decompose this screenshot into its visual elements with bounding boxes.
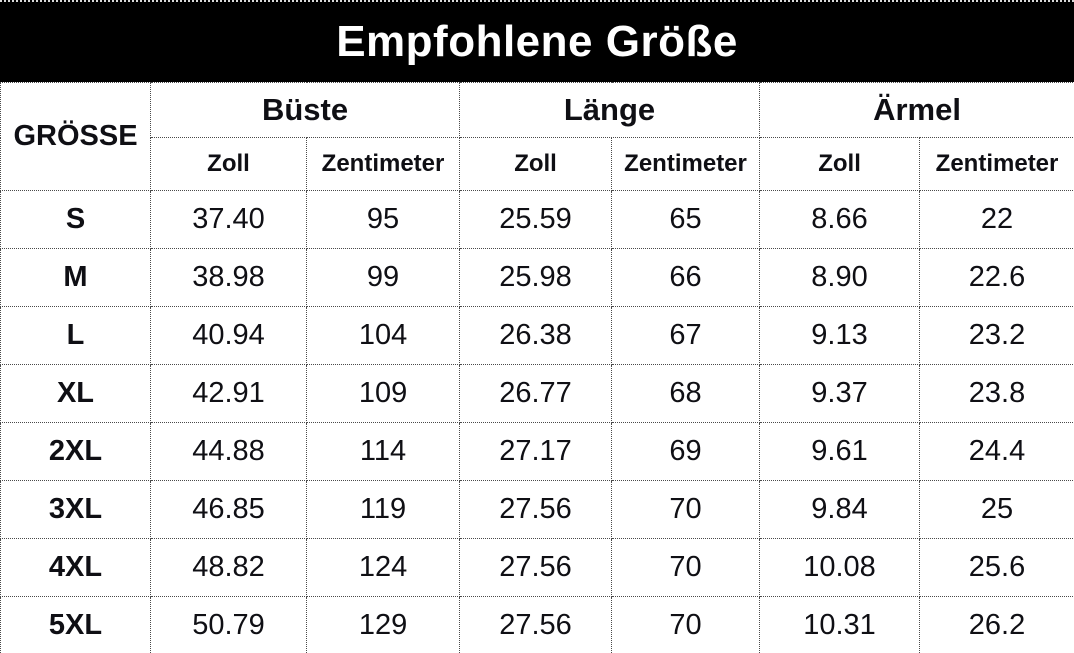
size-cell: 2XL — [0, 422, 151, 481]
value-cell: 48.82 — [150, 538, 307, 597]
column-group-length: Länge — [459, 82, 761, 138]
value-cell: 26.38 — [459, 306, 613, 365]
column-header-size: GRÖSSE — [0, 82, 151, 191]
column-header-bust-cm: Zentimeter — [305, 137, 461, 191]
value-cell: 27.56 — [459, 480, 613, 539]
size-cell: M — [0, 248, 151, 307]
column-header-sleeve-cm: Zentimeter — [919, 137, 1074, 191]
table-row: 2XL 44.88 114 27.17 69 9.61 24.4 — [0, 422, 1074, 481]
column-header-bust-inch: Zoll — [150, 137, 307, 191]
value-cell: 66 — [611, 248, 761, 307]
value-cell: 129 — [305, 596, 461, 653]
value-cell: 40.94 — [150, 306, 307, 365]
value-cell: 99 — [305, 248, 461, 307]
value-cell: 25.98 — [459, 248, 613, 307]
column-group-sleeve: Ärmel — [759, 82, 1074, 138]
value-cell: 37.40 — [150, 190, 307, 249]
table-row: 5XL 50.79 129 27.56 70 10.31 26.2 — [0, 596, 1074, 653]
value-cell: 50.79 — [150, 596, 307, 653]
table-row: S 37.40 95 25.59 65 8.66 22 — [0, 190, 1074, 249]
group-header-row: GRÖSSE Büste Länge Ärmel — [0, 82, 1074, 191]
size-cell: 5XL — [0, 596, 151, 653]
value-cell: 68 — [611, 364, 761, 423]
value-cell: 9.61 — [759, 422, 921, 481]
value-cell: 8.66 — [759, 190, 921, 249]
table-row: L 40.94 104 26.38 67 9.13 23.2 — [0, 306, 1074, 365]
value-cell: 42.91 — [150, 364, 307, 423]
value-cell: 26.2 — [919, 596, 1074, 653]
value-cell: 22 — [919, 190, 1074, 249]
column-header-length-inch: Zoll — [459, 137, 613, 191]
table-row: M 38.98 99 25.98 66 8.90 22.6 — [0, 248, 1074, 307]
value-cell: 23.2 — [919, 306, 1074, 365]
value-cell: 9.84 — [759, 480, 921, 539]
value-cell: 24.4 — [919, 422, 1074, 481]
value-cell: 95 — [305, 190, 461, 249]
value-cell: 27.56 — [459, 538, 613, 597]
table-row: 4XL 48.82 124 27.56 70 10.08 25.6 — [0, 538, 1074, 597]
value-cell: 124 — [305, 538, 461, 597]
value-cell: 25.59 — [459, 190, 613, 249]
size-cell: 4XL — [0, 538, 151, 597]
unit-header-row: Zoll Zentimeter Zoll Zentimeter Zoll Zen… — [1, 137, 1074, 191]
value-cell: 109 — [305, 364, 461, 423]
column-header-sleeve-inch: Zoll — [759, 137, 921, 191]
size-cell: 3XL — [0, 480, 151, 539]
value-cell: 23.8 — [919, 364, 1074, 423]
title-banner: Empfohlene Größe — [0, 0, 1074, 82]
value-cell: 70 — [611, 596, 761, 653]
value-cell: 67 — [611, 306, 761, 365]
value-cell: 70 — [611, 538, 761, 597]
value-cell: 65 — [611, 190, 761, 249]
value-cell: 9.37 — [759, 364, 921, 423]
value-cell: 27.17 — [459, 422, 613, 481]
column-group-bust: Büste — [149, 82, 461, 138]
value-cell: 104 — [305, 306, 461, 365]
value-cell: 119 — [305, 480, 461, 539]
value-cell: 25 — [919, 480, 1074, 539]
size-cell: XL — [0, 364, 151, 423]
page-title: Empfohlene Größe — [336, 17, 738, 66]
value-cell: 69 — [611, 422, 761, 481]
size-cell: L — [0, 306, 151, 365]
table-row: XL 42.91 109 26.77 68 9.37 23.8 — [0, 364, 1074, 423]
size-cell: S — [0, 190, 151, 249]
value-cell: 9.13 — [759, 306, 921, 365]
value-cell: 22.6 — [919, 248, 1074, 307]
value-cell: 8.90 — [759, 248, 921, 307]
value-cell: 25.6 — [919, 538, 1074, 597]
value-cell: 38.98 — [150, 248, 307, 307]
value-cell: 26.77 — [459, 364, 613, 423]
column-header-length-cm: Zentimeter — [611, 137, 761, 191]
value-cell: 10.08 — [759, 538, 921, 597]
value-cell: 70 — [611, 480, 761, 539]
size-table: GRÖSSE Büste Länge Ärmel Zoll Zentimeter… — [0, 82, 1074, 653]
table-row: 3XL 46.85 119 27.56 70 9.84 25 — [0, 480, 1074, 539]
value-cell: 44.88 — [150, 422, 307, 481]
value-cell: 114 — [305, 422, 461, 481]
value-cell: 10.31 — [759, 596, 921, 653]
value-cell: 46.85 — [150, 480, 307, 539]
value-cell: 27.56 — [459, 596, 613, 653]
